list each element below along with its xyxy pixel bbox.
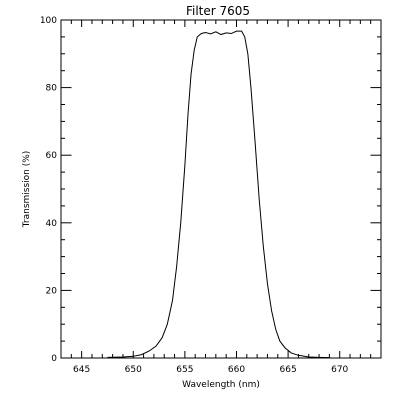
transmission-curve [107,30,330,359]
chart-title: Filter 7605 [186,4,250,18]
x-tick-label: 650 [125,365,142,375]
x-tick-label: 660 [228,365,245,375]
y-tick-label: 60 [46,151,58,161]
x-tick-label: 670 [331,365,348,375]
y-tick-label: 20 [46,286,58,296]
y-tick-label: 0 [51,354,57,364]
y-axis-label: Transmission (%) [22,151,32,229]
y-tick-label: 80 [46,84,58,94]
plot-frame [60,19,382,359]
y-tick-label: 100 [40,16,57,26]
x-tick-label: 655 [176,365,193,375]
y-tick-label: 40 [46,219,58,229]
x-tick-label: 665 [280,365,297,375]
x-tick-label: 645 [73,365,90,375]
y-axis: 0 20 40 60 80 100 [40,16,381,364]
x-axis: 645 650 655 660 665 670 [60,20,382,375]
x-axis-label: Wavelength (nm) [182,380,260,390]
